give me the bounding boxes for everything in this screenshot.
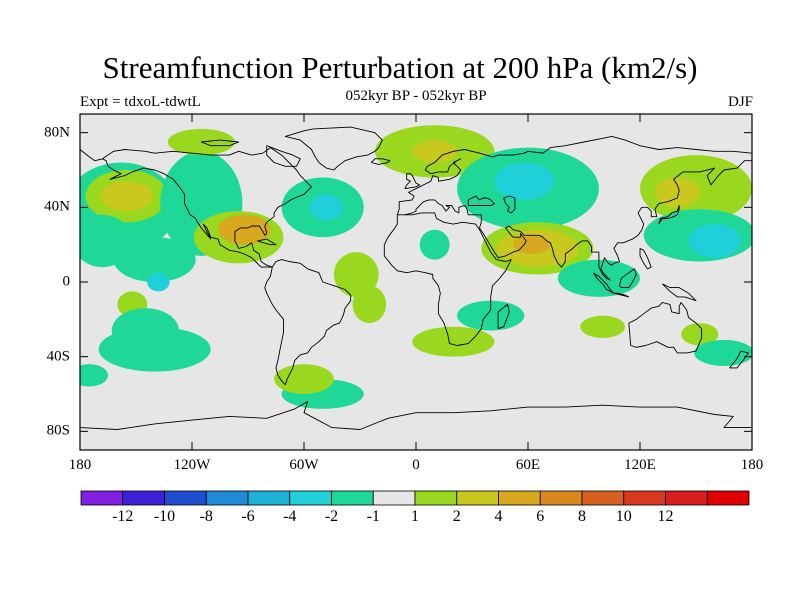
- coastline: [383, 212, 512, 346]
- chart-subtitle: 052kyr BP - 052kyr BP: [345, 88, 487, 104]
- coastline: [370, 158, 391, 165]
- contour-region-pos3: [513, 235, 551, 255]
- colorbar-label: 6: [536, 508, 545, 525]
- colorbar-swatch: [289, 490, 332, 506]
- coastline: [658, 205, 680, 225]
- colorbar: [80, 490, 750, 506]
- contour-region-pos1: [333, 252, 379, 297]
- contour-region-pos2: [100, 181, 153, 212]
- coastline: [102, 158, 273, 268]
- coastline: [264, 259, 352, 386]
- colorbar-label: -4: [283, 508, 297, 525]
- colorbar-swatch: [498, 490, 541, 506]
- contour-region-neg1: [557, 259, 640, 297]
- colorbar-label: -6: [241, 508, 255, 525]
- colorbar-swatch: [122, 490, 165, 506]
- contour-region-neg2: [494, 162, 555, 200]
- coastline: [257, 238, 277, 246]
- colorbar-swatch: [665, 490, 708, 506]
- season-label: DJF: [727, 94, 753, 110]
- colorbar-label: 12: [657, 508, 674, 525]
- coastline: [80, 401, 752, 430]
- contour-region-pos1: [412, 326, 495, 357]
- chart-title: Streamfunction Perturbation at 200 hPa (…: [102, 50, 698, 85]
- coastline: [619, 268, 637, 289]
- colorbar-label: 2: [452, 508, 461, 525]
- coastline: [628, 302, 703, 354]
- contour-region-pos2: [654, 177, 700, 208]
- contour-region-pos3: [218, 214, 271, 245]
- contour-region-pos1: [580, 315, 626, 338]
- experiment-label: Expt = tdxoL-tdwtL: [80, 94, 201, 110]
- colorbar-swatch: [581, 490, 625, 506]
- lat-tick-label: 80N: [44, 124, 70, 141]
- contour-region-neg1: [694, 339, 752, 366]
- contour-region-neg1: [113, 237, 196, 282]
- lon-tick-label: 0: [412, 457, 420, 473]
- colorbar-swatch: [539, 490, 583, 506]
- lon-tick-label: 180: [740, 457, 764, 473]
- coastline: [404, 173, 421, 190]
- coastline: [639, 247, 652, 270]
- contour-region-neg1: [98, 326, 211, 372]
- lon-tick-label: 120W: [173, 457, 211, 473]
- contour-region-neg2: [309, 194, 344, 221]
- coastline: [467, 195, 495, 206]
- coastline: [613, 292, 630, 298]
- lat-tick-label: 40S: [46, 348, 70, 365]
- coastline: [284, 126, 383, 171]
- colorbar-swatch: [247, 490, 291, 506]
- colorbar-label: 8: [578, 508, 586, 525]
- colorbar-label: -2: [324, 508, 339, 525]
- coastline: [729, 350, 749, 369]
- colorbar-label: -10: [153, 508, 176, 525]
- coastline: [404, 160, 752, 281]
- contour-region-neg1: [457, 300, 525, 331]
- coastline: [266, 145, 301, 167]
- contour-region-pos2: [412, 140, 458, 163]
- colorbar-label: 4: [494, 508, 503, 525]
- contour-region-neg2: [688, 224, 741, 258]
- contour-region-pos1: [681, 323, 719, 346]
- coastline: [662, 283, 697, 302]
- colorbar-swatch: [80, 490, 124, 506]
- colorbar-swatch: [164, 490, 207, 506]
- axis-ticks: [79, 114, 753, 450]
- colorbar-label: -1: [366, 508, 380, 525]
- colorbar-swatch: [331, 490, 374, 506]
- lat-tick-label: 40N: [44, 198, 70, 215]
- coastline: [80, 149, 103, 162]
- colorbar-swatch: [456, 490, 499, 506]
- coastline: [102, 147, 312, 268]
- colorbar-label: 1: [411, 508, 419, 525]
- lat-tick-label: 0: [62, 273, 71, 290]
- colorbar-swatch: [706, 490, 750, 506]
- contour-fills: [80, 125, 752, 409]
- contour-region-neg2: [147, 272, 170, 292]
- coastlines: [80, 126, 752, 430]
- contour-region-pos1: [274, 364, 334, 395]
- coastline: [396, 135, 752, 215]
- contour-region-neg1: [419, 229, 450, 260]
- lon-tick-label: 120E: [624, 457, 656, 473]
- contour-region-pos1: [352, 285, 387, 324]
- coastline: [200, 139, 240, 147]
- lon-tick-label: 60E: [515, 457, 541, 473]
- colorbar-label: -8: [199, 508, 213, 525]
- colorbar-label: -12: [112, 508, 134, 525]
- colorbar-swatch: [205, 490, 249, 506]
- colorbar-swatch: [414, 490, 458, 506]
- colorbar-swatch: [623, 490, 666, 506]
- lat-tick-label: 80S: [46, 422, 70, 439]
- colorbar-swatch: [372, 490, 416, 506]
- lon-tick-label: 60W: [289, 457, 319, 473]
- coastline: [497, 303, 510, 330]
- contour-region-neg1: [80, 364, 108, 387]
- coastline: [503, 195, 516, 214]
- colorbar-label: 10: [615, 508, 632, 525]
- lon-tick-label: 180: [68, 457, 92, 473]
